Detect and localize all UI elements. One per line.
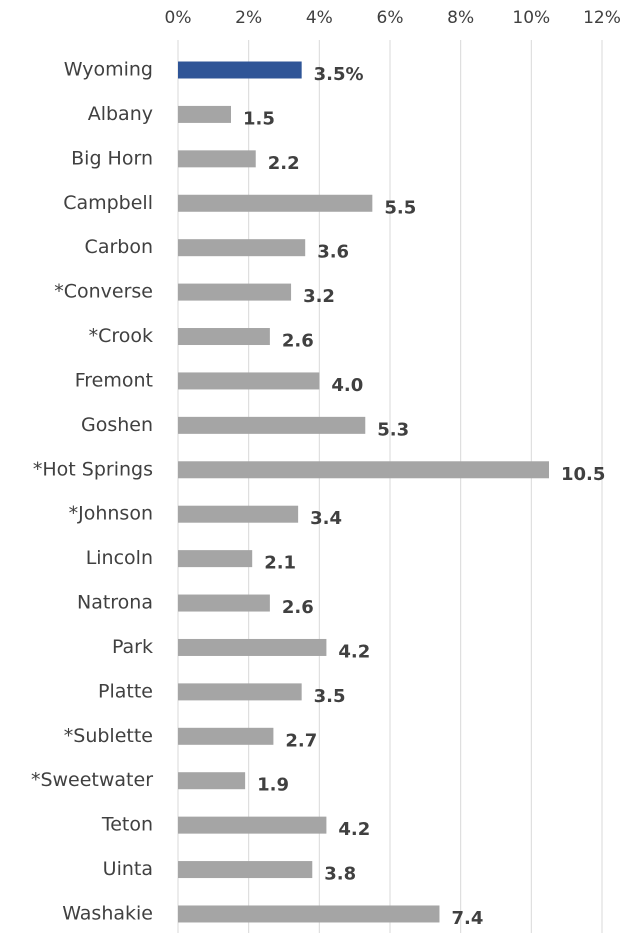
y-tick-label: *Sublette xyxy=(64,725,153,747)
bar xyxy=(178,638,327,656)
x-tick-label: 10% xyxy=(512,8,550,28)
x-tick-label: 6% xyxy=(377,8,404,28)
data-label: 5.5 xyxy=(384,197,416,218)
bar xyxy=(178,239,306,257)
data-label: 1.5 xyxy=(243,108,275,129)
y-tick-label: *Hot Springs xyxy=(33,458,153,480)
y-tick-label: Carbon xyxy=(85,236,153,258)
data-label: 2.1 xyxy=(264,553,296,574)
bar xyxy=(178,772,246,790)
y-tick-label: Washakie xyxy=(62,902,153,924)
bar xyxy=(178,328,270,346)
bar xyxy=(178,416,366,434)
data-label: 10.5 xyxy=(561,464,605,485)
bar xyxy=(178,461,549,479)
data-label: 4.2 xyxy=(338,819,370,840)
bar xyxy=(178,372,320,390)
y-tick-label: Park xyxy=(112,636,153,658)
y-tick-label: Albany xyxy=(88,103,153,125)
x-tick-label: 0% xyxy=(165,8,192,28)
bar xyxy=(178,816,327,834)
data-label: 2.6 xyxy=(282,331,314,352)
bar xyxy=(178,194,373,212)
y-tick-label: *Crook xyxy=(89,325,153,347)
bar xyxy=(178,861,313,879)
data-label: 2.7 xyxy=(285,730,317,751)
bar xyxy=(178,905,440,923)
y-tick-label: Fremont xyxy=(75,369,153,391)
y-tick-label: *Sweetwater xyxy=(31,769,153,791)
data-label: 3.6 xyxy=(317,242,349,263)
data-label: 4.0 xyxy=(331,375,363,396)
x-tick-label: 4% xyxy=(306,8,333,28)
y-tick-label: Wyoming xyxy=(64,59,153,81)
y-tick-label: *Converse xyxy=(54,281,153,303)
y-tick-label: Teton xyxy=(101,814,153,836)
bar xyxy=(178,727,274,745)
y-tick-label: *Johnson xyxy=(69,503,153,525)
y-tick-label: Platte xyxy=(98,680,153,702)
x-tick-label: 8% xyxy=(447,8,474,28)
bar xyxy=(178,505,299,523)
x-tick-label: 2% xyxy=(235,8,262,28)
data-label: 1.9 xyxy=(257,775,289,796)
bar xyxy=(178,283,292,301)
x-tick-label: 12% xyxy=(583,8,621,28)
bar xyxy=(178,105,231,123)
bar xyxy=(178,594,270,612)
y-tick-label: Goshen xyxy=(81,414,153,436)
data-label: 5.3 xyxy=(377,419,409,440)
data-label: 3.5 xyxy=(314,686,346,707)
y-tick-label: Natrona xyxy=(77,592,153,614)
data-label: 7.4 xyxy=(451,908,483,929)
bar xyxy=(178,150,256,168)
data-label: 3.2 xyxy=(303,286,335,307)
data-label: 3.5% xyxy=(314,64,364,85)
y-tick-label: Big Horn xyxy=(71,147,153,169)
data-label: 4.2 xyxy=(338,641,370,662)
data-label: 2.6 xyxy=(282,597,314,618)
data-label: 3.4 xyxy=(310,508,342,529)
bar xyxy=(178,550,253,568)
y-tick-label: Lincoln xyxy=(86,547,153,569)
data-label: 3.8 xyxy=(324,864,356,885)
y-tick-label: Campbell xyxy=(63,192,153,214)
data-label: 2.2 xyxy=(268,153,300,174)
bar xyxy=(178,683,302,701)
bar xyxy=(178,61,302,79)
y-tick-label: Uinta xyxy=(103,858,153,880)
